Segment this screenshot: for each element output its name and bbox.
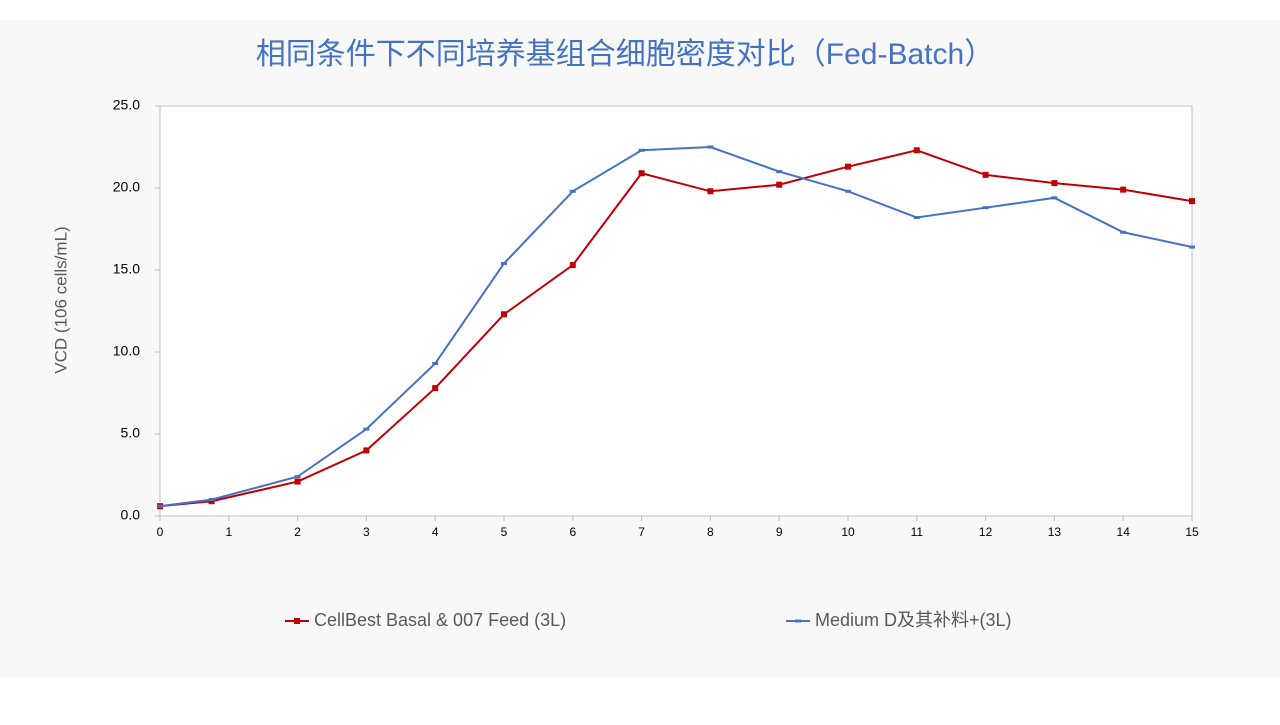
y-tick-label: 10.0 (113, 343, 140, 359)
x-tick-label: 8 (707, 525, 714, 539)
data-point (1051, 180, 1058, 187)
y-tick-label: 20.0 (113, 179, 140, 195)
data-point (363, 447, 370, 454)
data-point (1120, 186, 1127, 193)
data-point (776, 181, 783, 188)
data-point (1189, 245, 1195, 249)
data-point (1051, 196, 1058, 200)
chart-title: 相同条件下不同培养基组合细胞密度对比（Fed-Batch） (256, 38, 994, 71)
x-tick-label: 11 (911, 525, 924, 539)
data-point (432, 385, 439, 392)
x-tick-label: 13 (1048, 525, 1062, 539)
x-tick-label: 15 (1185, 525, 1199, 539)
x-tick-label: 14 (1117, 525, 1131, 539)
legend-marker (795, 619, 801, 623)
data-point (569, 189, 576, 193)
data-point (638, 148, 645, 152)
data-point (776, 170, 783, 174)
x-tick-label: 1 (225, 525, 232, 539)
data-point (208, 498, 215, 502)
series-line (159, 145, 1193, 508)
x-tick-label: 2 (294, 525, 301, 539)
y-tick-label: 5.0 (121, 425, 141, 441)
x-tick-label: 12 (979, 525, 993, 539)
x-tick-label: 7 (638, 525, 645, 539)
data-point (294, 478, 301, 485)
data-point (913, 147, 920, 154)
x-tick-label: 5 (501, 525, 508, 539)
data-point (1120, 230, 1127, 234)
y-tick-label: 0.0 (121, 507, 141, 523)
data-point (707, 188, 714, 195)
x-tick-label: 6 (569, 525, 576, 539)
legend-label: CellBest Basal & 007 Feed (3L) (314, 610, 566, 630)
legend-label: Medium D及其补料+(3L) (815, 610, 1012, 630)
data-point (982, 206, 989, 210)
data-point (707, 145, 714, 149)
data-point (501, 311, 507, 318)
data-point (638, 170, 645, 177)
data-point (913, 216, 920, 220)
data-point (157, 504, 163, 508)
data-point (845, 163, 851, 170)
x-tick-label: 9 (776, 525, 783, 539)
data-point (982, 171, 989, 178)
legend-marker (294, 618, 300, 624)
data-point (432, 361, 439, 365)
y-tick-label: 25.0 (113, 97, 140, 113)
y-tick-label: 15.0 (113, 261, 140, 277)
data-point (845, 189, 851, 193)
x-tick-label: 4 (432, 525, 439, 539)
data-point (294, 475, 301, 479)
data-point (1189, 198, 1195, 205)
x-tick-label: 10 (841, 525, 855, 539)
series-line (159, 149, 1193, 508)
x-tick-label: 3 (363, 525, 370, 539)
y-axis-label: VCD (106 cells/mL) (51, 226, 70, 373)
x-tick-label: 0 (157, 525, 164, 539)
plot-area (159, 105, 1193, 517)
data-point (363, 427, 370, 431)
data-point (208, 498, 215, 505)
data-point (569, 262, 576, 269)
data-point (501, 261, 507, 265)
